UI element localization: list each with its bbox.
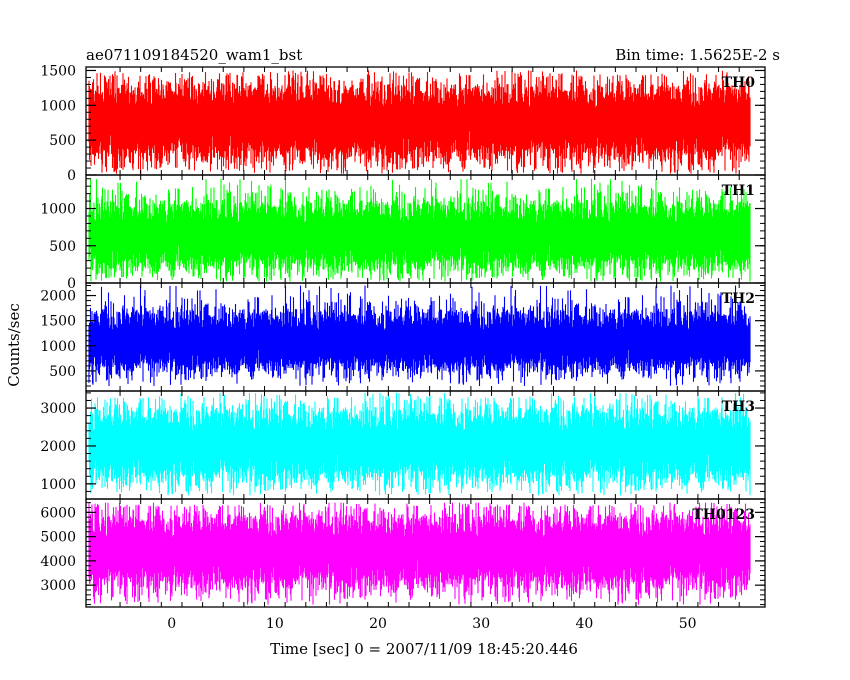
x-tick-label: 10 — [266, 616, 284, 632]
bin-time-label: Bin time: 1.5625E-2 s — [615, 46, 780, 64]
y-tick-label: 0 — [67, 168, 76, 184]
y-tick-label: 5000 — [40, 530, 76, 546]
y-tick-label: 2000 — [40, 439, 76, 455]
panel-label-th3: TH3 — [722, 399, 755, 415]
chart-title: ae071109184520_wam1_bst — [86, 46, 302, 64]
x-tick-label: 50 — [679, 616, 697, 632]
panel-label-th1: TH1 — [722, 183, 755, 199]
x-tick-label: 20 — [369, 616, 387, 632]
panel-label-th0: TH0 — [722, 75, 756, 91]
y-tick-label: 1000 — [40, 339, 76, 355]
y-tick-label: 6000 — [40, 505, 76, 521]
series-th2-line — [88, 285, 751, 386]
series-th3-line — [88, 392, 751, 496]
series-th0123-line — [88, 502, 751, 605]
text-layer: ae071109184520_wam1_bst Bin time: 1.5625… — [5, 46, 780, 658]
series-th0-line — [88, 70, 751, 174]
y-tick-label: 500 — [49, 133, 76, 149]
x-tick-label: 40 — [576, 616, 594, 632]
panel-label-th0123: TH0123 — [692, 507, 755, 523]
panel-th0123-frame — [85, 498, 766, 608]
y-tick-label: 0 — [67, 276, 76, 292]
series-th1-line — [88, 178, 751, 282]
y-tick-label: 1000 — [40, 98, 76, 114]
x-axis-label: Time [sec] 0 = 2007/11/09 18:45:20.446 — [270, 640, 578, 658]
frame-layer — [85, 66, 766, 608]
y-tick-label: 1000 — [40, 202, 76, 218]
y-tick-label: 1500 — [40, 63, 76, 79]
y-tick-label: 3000 — [40, 401, 76, 417]
data-layer — [88, 70, 751, 605]
y-tick-label: 4000 — [40, 554, 76, 570]
y-tick-label: 1500 — [40, 314, 76, 330]
y-tick-label: 500 — [49, 239, 76, 255]
y-tick-label: 2000 — [40, 289, 76, 305]
panel-label-th2: TH2 — [722, 291, 755, 307]
y-tick-label: 3000 — [40, 578, 76, 594]
x-tick-label: 0 — [167, 616, 176, 632]
y-axis-label: Counts/sec — [5, 303, 23, 387]
x-tick-label: 30 — [472, 616, 490, 632]
y-tick-label: 1000 — [40, 477, 76, 493]
y-tick-label: 500 — [49, 364, 76, 380]
